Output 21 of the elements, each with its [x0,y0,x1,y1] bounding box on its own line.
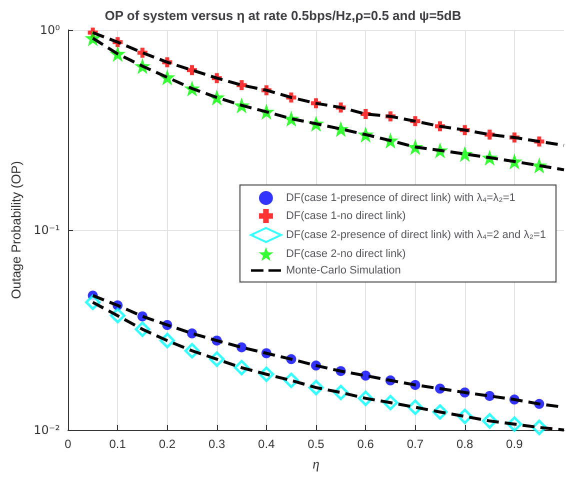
x-tick-label: 0.3 [208,437,226,451]
x-tick-label: 0.8 [456,437,474,451]
y-tick-label: 10⁻² [34,423,60,437]
x-tick-label: 0.7 [406,437,424,451]
legend-label: Monte-Carlo Simulation [286,264,401,276]
legend-label: DF(case 1-presence of direct link) with λ₄=λ₂=1 [286,192,516,204]
y-tick-label: 10⁰ [40,23,60,37]
x-tick-label: 0.4 [258,437,276,451]
x-tick-label: 0 [64,437,72,451]
x-tick-label: 0.2 [158,437,176,451]
legend-label: DF(case 2-presence of direct link) with λ₄=2 and λ₂=1 [286,229,546,241]
chart-title: OP of system versus η at rate 0.5bps/Hz,ρ=0.5 and ψ=5dB [104,8,462,23]
legend-label: DF(case 1-no direct link) [286,210,406,222]
x-tick-label: 0.5 [308,437,325,451]
x-tick-label: 0.1 [109,437,126,451]
x-axis-title: η [312,458,320,472]
x-tick-label: 0.6 [357,437,374,451]
y-tick-label: 10⁻¹ [34,223,60,237]
y-axis-title: Outage Probability (OP) [8,160,24,300]
legend-label: DF(case 2-no direct link) [286,248,406,260]
x-tick-label: 0.9 [506,437,524,451]
